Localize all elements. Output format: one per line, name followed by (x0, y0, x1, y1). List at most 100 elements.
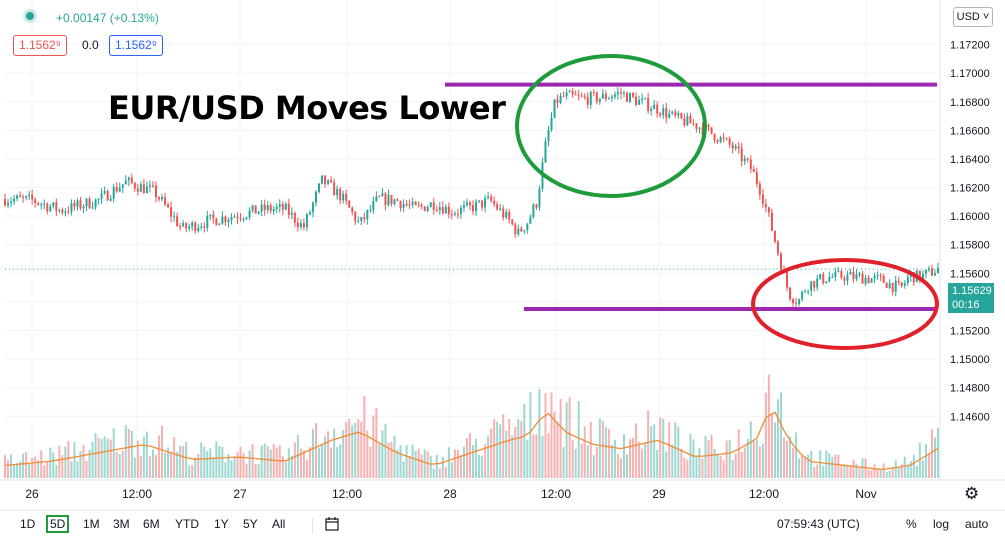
candle-body (846, 274, 849, 281)
candle-body (622, 92, 625, 94)
volume-bar (882, 463, 885, 478)
ask-price-button[interactable]: 1.1562⁹ (109, 35, 163, 56)
volume-bar (843, 464, 846, 478)
timeframe-all[interactable]: All (272, 517, 286, 531)
volume-bar (266, 446, 269, 478)
volume-bar (786, 440, 789, 478)
candle-body (40, 204, 43, 206)
price-tick-label: 1.14800 (950, 383, 990, 395)
volume-bar (372, 415, 375, 478)
candle-body (912, 272, 915, 283)
volume-bar (185, 441, 188, 478)
candle-body (598, 98, 601, 102)
candle-body (242, 218, 245, 220)
timeframe-3m[interactable]: 3M (113, 517, 130, 531)
candle-body (290, 212, 293, 215)
utc-clock[interactable]: 07:59:43 (UTC) (777, 517, 860, 531)
candle-body (583, 96, 586, 98)
candle-body (254, 205, 257, 214)
volume-bar (465, 438, 468, 478)
volume-bar (305, 459, 308, 478)
candle-body (807, 290, 810, 292)
candle-body (185, 222, 188, 229)
volume-bar (520, 420, 523, 478)
candle-body (67, 211, 70, 213)
candle-body (804, 291, 807, 293)
candle-body (867, 277, 870, 283)
candle-body (882, 275, 885, 283)
volume-bar (170, 453, 173, 478)
bid-price-button[interactable]: 1.1562⁹ (13, 35, 67, 56)
currency-selector[interactable]: USD ˅ (953, 7, 993, 27)
volume-bar (221, 446, 224, 478)
volume-bar (429, 455, 432, 478)
candle-body (315, 191, 317, 203)
candle-body (31, 194, 34, 200)
candle-body (311, 202, 314, 213)
timeframe-1m[interactable]: 1M (83, 517, 100, 531)
calendar-range-icon[interactable] (324, 516, 340, 535)
volume-bar (245, 463, 248, 478)
candle-body (275, 206, 278, 210)
candle-body (665, 108, 668, 118)
candle-body (505, 211, 508, 218)
candle-body (553, 99, 556, 118)
volume-bar (224, 462, 227, 478)
candle-body (484, 198, 487, 208)
price-chart[interactable]: 1.17200 1.17000 1.16800 1.16600 1.16400 1.162… (0, 0, 1005, 512)
volume-bar (167, 447, 170, 478)
volume-bar (499, 424, 502, 478)
candle-body (109, 198, 112, 201)
volume-bar (336, 447, 339, 478)
volume-bar (592, 455, 595, 478)
volume-bar (333, 428, 336, 478)
volume-bar (885, 471, 888, 478)
timeframe-5y[interactable]: 5Y (243, 517, 258, 531)
candle-body (481, 200, 484, 208)
toolbar-divider (312, 518, 313, 534)
log-toggle[interactable]: log (933, 517, 950, 531)
candle-body (76, 200, 79, 207)
volume-bar (752, 440, 755, 478)
timeframe-6m[interactable]: 6M (143, 517, 160, 531)
percent-toggle[interactable]: % (906, 517, 917, 531)
volume-bar (79, 451, 82, 478)
volume-bar (360, 421, 363, 478)
volume-bar (574, 448, 577, 478)
volume-bar (695, 455, 698, 478)
candle-body (333, 182, 336, 196)
gear-icon[interactable]: ⚙ (964, 484, 980, 503)
auto-toggle[interactable]: auto (965, 517, 989, 531)
candle-body (674, 111, 677, 116)
volume-bar (858, 467, 861, 478)
volume-bar (556, 421, 559, 478)
candle-body (272, 209, 275, 211)
candle-body (837, 271, 840, 273)
volume-bar (164, 452, 167, 478)
candle-body (647, 98, 650, 112)
candle-body (384, 193, 387, 205)
timeframe-5d[interactable]: 5D (46, 515, 70, 533)
candle-body (284, 203, 287, 210)
volume-bar (405, 445, 408, 478)
timeframe-1d[interactable]: 1D (20, 517, 36, 531)
candle-body (671, 111, 674, 114)
candle-body (28, 194, 31, 197)
volume-bar (378, 443, 381, 478)
timeframe-1y[interactable]: 1Y (214, 517, 229, 531)
volume-bar (746, 438, 749, 478)
candle-body (758, 184, 761, 195)
candle-body (157, 197, 160, 200)
candle-body (468, 202, 471, 206)
volume-bar (426, 451, 429, 478)
candle-body (749, 159, 752, 170)
timeframe-ytd[interactable]: YTD (175, 517, 199, 531)
candle-body (423, 206, 426, 212)
candle-body (462, 205, 465, 208)
candle-body (496, 204, 499, 210)
volume-bar (106, 438, 109, 478)
volume-bar (577, 400, 580, 478)
candle-body (879, 275, 882, 277)
candle-body (692, 123, 695, 125)
candle-body (218, 223, 221, 226)
